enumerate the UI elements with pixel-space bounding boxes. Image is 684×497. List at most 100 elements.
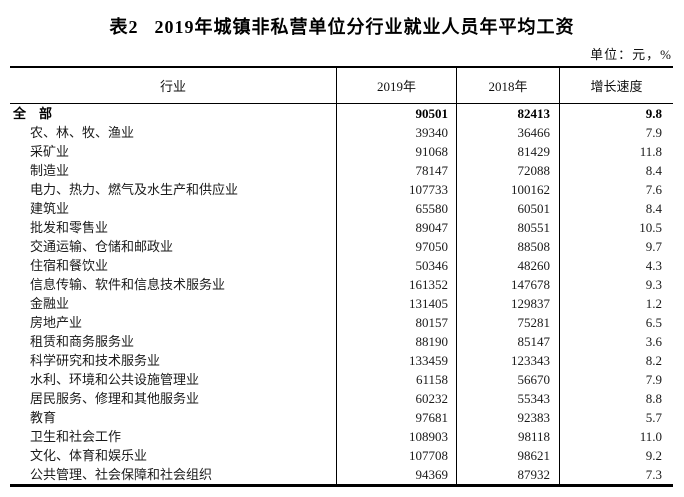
table-row: 金融业 131405 129837 1.2 xyxy=(10,294,673,313)
value-2018-cell: 92383 xyxy=(456,408,559,427)
industry-cell: 卫生和社会工作 xyxy=(30,429,122,444)
value-2018-cell: 147678 xyxy=(456,275,559,294)
value-2019-cell: 88190 xyxy=(336,332,456,351)
value-2018-cell: 100162 xyxy=(456,180,559,199)
value-2019-cell: 89047 xyxy=(336,218,456,237)
table-row: 电力、热力、燃气及水生产和供应业 107733 100162 7.6 xyxy=(10,180,673,199)
growth-cell: 11.8 xyxy=(559,142,673,161)
value-2018-cell: 48260 xyxy=(456,256,559,275)
value-2019-cell: 161352 xyxy=(336,275,456,294)
column-header-2018: 2018年 xyxy=(456,68,559,103)
value-2018-cell: 82413 xyxy=(456,104,559,123)
table-row: 房地产业 80157 75281 6.5 xyxy=(10,313,673,332)
value-2018-cell: 98621 xyxy=(456,446,559,465)
industry-cell: 金融业 xyxy=(30,296,70,311)
growth-cell: 9.8 xyxy=(559,104,673,123)
value-2018-cell: 55343 xyxy=(456,389,559,408)
table-row: 公共管理、社会保障和社会组织 94369 87932 7.3 xyxy=(10,465,673,484)
industry-cell: 租赁和商务服务业 xyxy=(30,334,135,349)
table-row: 卫生和社会工作 108903 98118 11.0 xyxy=(10,427,673,446)
value-2019-cell: 108903 xyxy=(336,427,456,446)
wage-table: 行业 2019年 2018年 增长速度 全 部 90501 82413 9.8 … xyxy=(10,66,673,487)
value-2019-cell: 90501 xyxy=(336,104,456,123)
value-2018-cell: 88508 xyxy=(456,237,559,256)
value-2018-cell: 60501 xyxy=(456,199,559,218)
value-2018-cell: 123343 xyxy=(456,351,559,370)
industry-cell: 批发和零售业 xyxy=(30,220,109,235)
value-2018-cell: 85147 xyxy=(456,332,559,351)
growth-cell: 3.6 xyxy=(559,332,673,351)
table-row: 租赁和商务服务业 88190 85147 3.6 xyxy=(10,332,673,351)
column-header-growth: 增长速度 xyxy=(559,68,673,103)
growth-cell: 7.6 xyxy=(559,180,673,199)
growth-cell: 7.3 xyxy=(559,465,673,484)
table-row: 农、林、牧、渔业 39340 36466 7.9 xyxy=(10,123,673,142)
value-2018-cell: 72088 xyxy=(456,161,559,180)
value-2019-cell: 97050 xyxy=(336,237,456,256)
industry-cell: 科学研究和技术服务业 xyxy=(30,353,161,368)
table-row: 文化、体育和娱乐业 107708 98621 9.2 xyxy=(10,446,673,465)
table-number-label: 表2 xyxy=(109,17,139,37)
table-row: 全 部 90501 82413 9.8 xyxy=(10,104,673,123)
value-2019-cell: 107708 xyxy=(336,446,456,465)
industry-cell: 水利、环境和公共设施管理业 xyxy=(30,372,200,387)
value-2019-cell: 80157 xyxy=(336,313,456,332)
industry-cell: 全 部 xyxy=(13,106,53,121)
value-2018-cell: 75281 xyxy=(456,313,559,332)
value-2018-cell: 129837 xyxy=(456,294,559,313)
value-2019-cell: 39340 xyxy=(336,123,456,142)
table-row: 教育 97681 92383 5.7 xyxy=(10,408,673,427)
industry-cell: 采矿业 xyxy=(30,144,70,159)
industry-cell: 信息传输、软件和信息技术服务业 xyxy=(30,277,226,292)
value-2019-cell: 50346 xyxy=(336,256,456,275)
unit-label: 单位：元，% xyxy=(590,47,672,62)
value-2019-cell: 97681 xyxy=(336,408,456,427)
table-row: 批发和零售业 89047 80551 10.5 xyxy=(10,218,673,237)
industry-cell: 房地产业 xyxy=(30,315,83,330)
value-2018-cell: 87932 xyxy=(456,465,559,484)
table-body: 全 部 90501 82413 9.8 农、林、牧、渔业 39340 36466… xyxy=(10,104,673,484)
industry-cell: 农、林、牧、渔业 xyxy=(30,125,135,140)
value-2019-cell: 78147 xyxy=(336,161,456,180)
value-2019-cell: 94369 xyxy=(336,465,456,484)
value-2019-cell: 91068 xyxy=(336,142,456,161)
growth-cell: 8.4 xyxy=(559,161,673,180)
industry-cell: 住宿和餐饮业 xyxy=(30,258,109,273)
table-row: 水利、环境和公共设施管理业 61158 56670 7.9 xyxy=(10,370,673,389)
industry-cell: 建筑业 xyxy=(30,201,70,216)
growth-cell: 8.4 xyxy=(559,199,673,218)
value-2018-cell: 36466 xyxy=(456,123,559,142)
column-header-2019: 2019年 xyxy=(336,68,456,103)
table-row: 制造业 78147 72088 8.4 xyxy=(10,161,673,180)
growth-cell: 7.9 xyxy=(559,123,673,142)
industry-cell: 交通运输、仓储和邮政业 xyxy=(30,239,174,254)
table-row: 交通运输、仓储和邮政业 97050 88508 9.7 xyxy=(10,237,673,256)
value-2019-cell: 65580 xyxy=(336,199,456,218)
value-2018-cell: 81429 xyxy=(456,142,559,161)
growth-cell: 9.3 xyxy=(559,275,673,294)
table-row: 居民服务、修理和其他服务业 60232 55343 8.8 xyxy=(10,389,673,408)
page-title: 表2 2019年城镇非私营单位分行业就业人员年平均工资 xyxy=(0,13,684,39)
industry-cell: 教育 xyxy=(30,410,57,425)
value-2019-cell: 107733 xyxy=(336,180,456,199)
value-2018-cell: 80551 xyxy=(456,218,559,237)
industry-cell: 制造业 xyxy=(30,163,70,178)
column-header-industry: 行业 xyxy=(159,79,186,94)
value-2018-cell: 98118 xyxy=(456,427,559,446)
value-2019-cell: 61158 xyxy=(336,370,456,389)
growth-cell: 6.5 xyxy=(559,313,673,332)
growth-cell: 11.0 xyxy=(559,427,673,446)
industry-cell: 电力、热力、燃气及水生产和供应业 xyxy=(30,182,239,197)
value-2018-cell: 56670 xyxy=(456,370,559,389)
growth-cell: 4.3 xyxy=(559,256,673,275)
industry-cell: 居民服务、修理和其他服务业 xyxy=(30,391,200,406)
value-2019-cell: 60232 xyxy=(336,389,456,408)
table-row: 信息传输、软件和信息技术服务业 161352 147678 9.3 xyxy=(10,275,673,294)
table-row: 建筑业 65580 60501 8.4 xyxy=(10,199,673,218)
industry-cell: 公共管理、社会保障和社会组织 xyxy=(30,467,213,482)
table-header-row: 行业 2019年 2018年 增长速度 xyxy=(10,68,673,104)
growth-cell: 1.2 xyxy=(559,294,673,313)
growth-cell: 8.8 xyxy=(559,389,673,408)
growth-cell: 7.9 xyxy=(559,370,673,389)
